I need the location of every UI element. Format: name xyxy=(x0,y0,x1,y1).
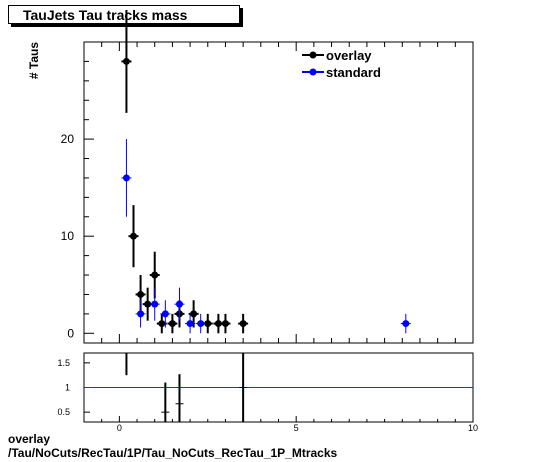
data-point xyxy=(190,310,198,318)
data-point xyxy=(175,300,183,308)
data-point xyxy=(197,320,205,328)
data-point xyxy=(122,57,130,65)
legend-marker xyxy=(309,51,317,59)
data-point xyxy=(137,290,145,298)
ratio-y-tick-label: 0.5 xyxy=(57,407,70,417)
ratio-x-tick-label: 5 xyxy=(294,423,299,433)
chart-title: TauJets Tau tracks mass xyxy=(8,5,240,24)
data-point xyxy=(186,320,194,328)
data-point xyxy=(130,232,138,240)
data-point xyxy=(158,320,166,328)
footer-line-1: overlay xyxy=(8,432,51,446)
footer-line-2: /Tau/NoCuts/RecTau/1P/Tau_NoCuts_RecTau_… xyxy=(8,446,338,460)
data-point xyxy=(161,310,169,318)
data-point xyxy=(239,320,247,328)
data-point xyxy=(168,320,176,328)
ratio-x-tick-label: 0 xyxy=(117,423,122,433)
data-point xyxy=(137,310,145,318)
y-axis-label: # Taus xyxy=(27,42,41,79)
data-point xyxy=(214,320,222,328)
data-point xyxy=(144,300,152,308)
legend-label: standard xyxy=(326,65,381,80)
ratio-x-tick-label: 10 xyxy=(468,423,478,433)
main-plot-frame: 0 10 20 # Taus overlay standard xyxy=(27,9,474,344)
y-tick-label: 10 xyxy=(61,229,75,243)
data-point xyxy=(122,174,130,182)
main-plot-border xyxy=(83,41,474,344)
y-tick-label: 20 xyxy=(61,132,75,146)
data-point xyxy=(402,320,410,328)
legend-marker xyxy=(309,68,317,76)
y-tick-label: 0 xyxy=(67,326,74,340)
ratio-y-tick-label: 1 xyxy=(65,383,70,393)
data-point xyxy=(151,271,159,279)
legend-label: overlay xyxy=(326,48,372,63)
data-point xyxy=(151,300,159,308)
data-point xyxy=(221,320,229,328)
footer-label: overlay /Tau/NoCuts/RecTau/1P/Tau_NoCuts… xyxy=(8,432,337,460)
ratio-y-tick-label: 1.5 xyxy=(57,358,70,368)
data-point xyxy=(204,320,212,328)
ratio-plot-frame: 0.5 1 1.5 0 5 10 xyxy=(57,352,478,433)
